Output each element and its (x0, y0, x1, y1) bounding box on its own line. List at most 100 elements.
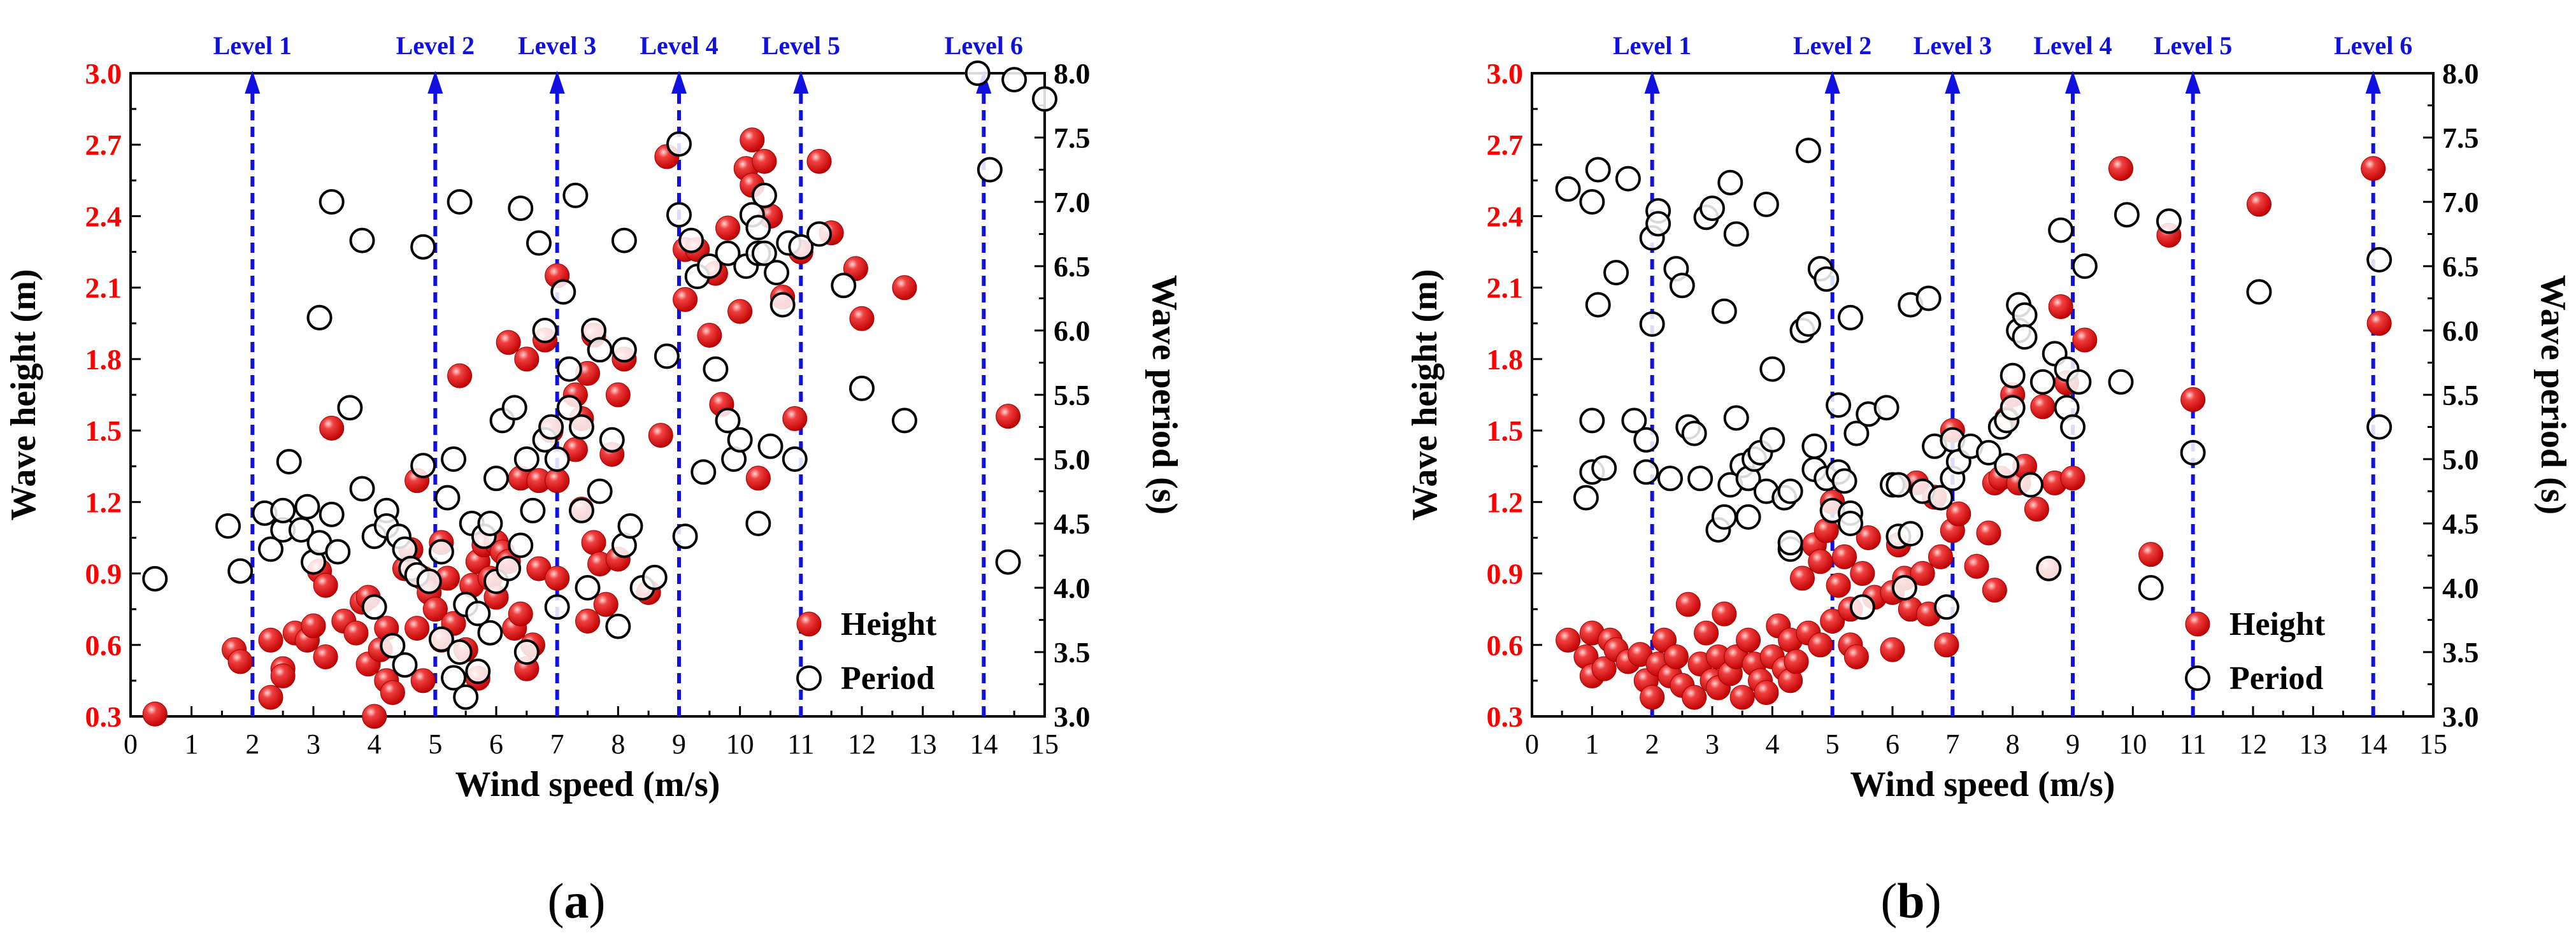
period-point (1777, 478, 1803, 504)
height-point (782, 406, 808, 431)
period-point (258, 536, 284, 562)
height-point (2024, 497, 2049, 522)
period-point (465, 600, 491, 627)
period-point (1032, 86, 1057, 112)
height-point (1928, 544, 1953, 569)
chart-panel-b: 0 1 2 3 4 5 6 7 8 9 10 11 12 13 14 150.30.60.91.21.51.8… (1405, 31, 2573, 804)
period-point (2180, 439, 2206, 465)
height-point (1640, 685, 1665, 710)
y-left-tick-label: 2.4 (85, 200, 122, 232)
period-point (1591, 455, 1617, 481)
height-point (1808, 632, 1833, 658)
legend-period-marker (2185, 665, 2210, 691)
period-point (2066, 369, 2092, 395)
period-point (513, 639, 540, 665)
period-point (1873, 395, 1900, 421)
y-left-tick-label: 1.2 (1487, 486, 1524, 518)
period-point (434, 485, 461, 511)
height-point (1712, 601, 1737, 627)
period-point (2072, 253, 2098, 279)
y-right-tick-label: 3.5 (2442, 636, 2479, 669)
period-point (691, 459, 717, 485)
height-point (1790, 565, 1815, 591)
period-point (977, 157, 1003, 183)
level-label: Level 5 (2154, 31, 2232, 60)
period-point (380, 632, 406, 658)
level-arrowhead (1824, 71, 1840, 94)
period-point (1573, 485, 1599, 511)
period-point (1603, 260, 1629, 286)
height-point (752, 148, 777, 174)
y-left-tick-label: 2.7 (85, 129, 122, 161)
x-tick-label: 13 (2299, 728, 2327, 760)
legend-period-marker (796, 665, 822, 691)
period-point (995, 549, 1021, 575)
y-right-tick-label: 4.0 (1054, 572, 1091, 604)
height-point (648, 423, 673, 448)
x-tick-label: 10 (2119, 728, 2147, 760)
period-point (1615, 166, 1641, 192)
period-point (788, 234, 814, 260)
period-point (2048, 217, 2074, 243)
height-point (1880, 637, 1905, 662)
period-point (1891, 575, 1917, 600)
height-point (697, 322, 722, 348)
height-point (745, 465, 771, 491)
y-right-axis-title: Wave period (s) (2533, 275, 2573, 515)
level-label: Level 5 (762, 31, 840, 60)
height-point (2366, 311, 2392, 336)
height-point (2072, 327, 2098, 353)
y-right-tick-label: 3.5 (1054, 636, 1091, 669)
period-point (1837, 511, 1863, 536)
period-point (1579, 189, 1605, 215)
period-point (447, 639, 473, 665)
period-point (215, 513, 241, 539)
period-point (1826, 392, 1852, 418)
y-right-tick-label: 7.5 (1054, 122, 1091, 154)
period-point (410, 234, 436, 260)
height-point (806, 148, 832, 174)
period-point (1555, 176, 1581, 202)
period-point (1001, 67, 1027, 93)
x-tick-label: 4 (1765, 728, 1779, 760)
height-point (1663, 644, 1689, 669)
period-point (587, 478, 613, 504)
period-point (2029, 369, 2056, 395)
period-point (2366, 246, 2393, 273)
period-point (2138, 575, 2164, 600)
height-point (1729, 685, 1755, 710)
height-point (227, 649, 253, 674)
level-label: Level 1 (1613, 31, 1691, 60)
period-point (599, 427, 625, 453)
period-point (337, 395, 363, 421)
period-point (1699, 195, 1725, 222)
x-tick-label: 7 (1945, 728, 1959, 760)
level-arrowhead (2185, 71, 2201, 94)
period-point (526, 230, 552, 256)
y-left-tick-label: 3.0 (85, 57, 122, 90)
period-point (508, 532, 534, 558)
height-point (1694, 620, 1719, 646)
y-left-tick-label: 1.8 (1487, 343, 1524, 376)
period-point (1831, 468, 1857, 494)
height-point (1808, 549, 1833, 574)
panel-label-b: (b) (1880, 873, 1942, 928)
period-point (306, 304, 333, 330)
period-point (483, 465, 509, 492)
x-tick-label: 9 (2066, 728, 2080, 760)
level-arrowhead (1644, 71, 1660, 94)
period-point (2012, 324, 2038, 350)
x-tick-label: 7 (550, 728, 564, 760)
period-point (611, 337, 637, 363)
period-point (2036, 555, 2062, 581)
period-point (441, 665, 467, 691)
period-point (654, 343, 680, 369)
period-point (575, 575, 601, 600)
period-point (532, 318, 558, 343)
height-point (422, 597, 448, 622)
height-point (1820, 608, 1845, 634)
x-tick-label: 11 (2179, 728, 2206, 760)
height-point (1964, 553, 1989, 579)
height-point (496, 330, 521, 355)
period-point (318, 189, 345, 215)
